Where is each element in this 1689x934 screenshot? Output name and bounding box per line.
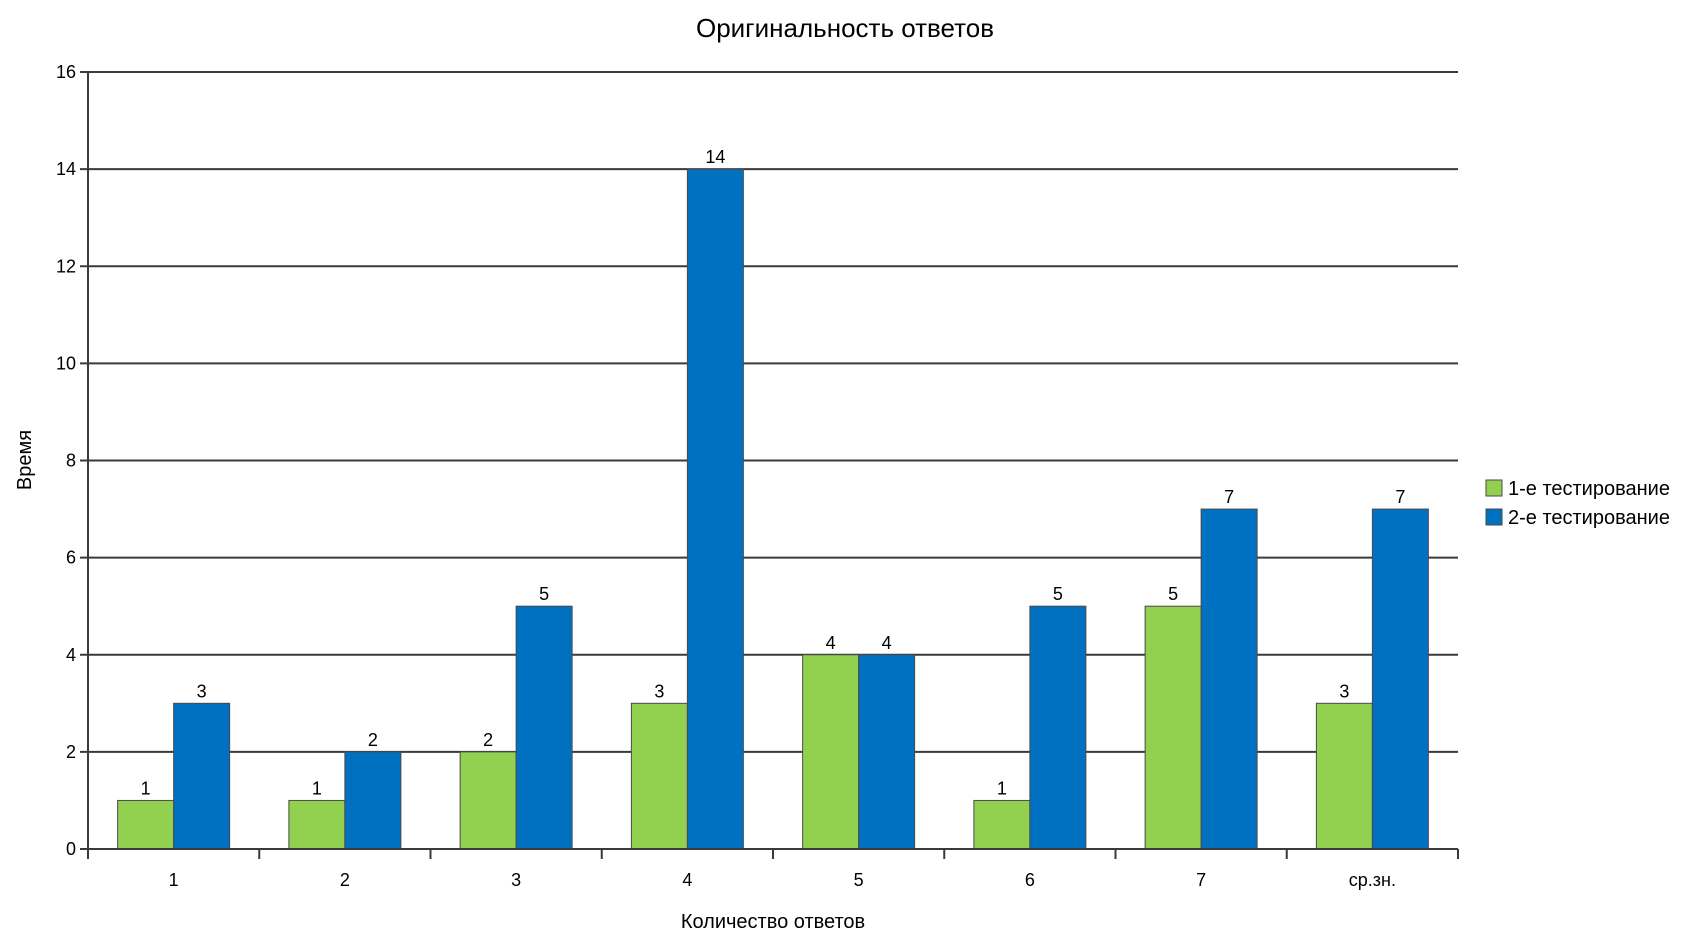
x-tick-label: 3 xyxy=(511,870,521,890)
axes xyxy=(80,71,1459,859)
data-label: 3 xyxy=(197,681,207,701)
data-label: 5 xyxy=(1053,584,1063,604)
legend-label: 1-е тестирование xyxy=(1508,478,1670,500)
data-label: 7 xyxy=(1395,487,1405,507)
data-label: 3 xyxy=(1339,681,1349,701)
bar-series-2 xyxy=(344,751,402,850)
bars xyxy=(117,168,1429,850)
data-label: 2 xyxy=(483,730,493,750)
bar-series-1 xyxy=(802,654,860,850)
bar-series-2 xyxy=(173,702,231,850)
grid xyxy=(88,71,1458,753)
data-label: 3 xyxy=(654,681,664,701)
bar-series-1 xyxy=(459,751,517,850)
bar-series-2 xyxy=(515,605,573,850)
data-label: 7 xyxy=(1224,487,1234,507)
y-tick-label: 4 xyxy=(66,645,76,665)
data-label: 2 xyxy=(368,730,378,750)
y-axis-label: Время xyxy=(14,430,36,490)
x-tick-label: 4 xyxy=(682,870,692,890)
x-axis-label: Количество ответов xyxy=(681,911,865,933)
y-tick-label: 16 xyxy=(56,62,76,82)
y-tick-label: 12 xyxy=(56,256,76,276)
data-label: 5 xyxy=(1168,584,1178,604)
data-label: 14 xyxy=(705,147,725,167)
bar-series-1 xyxy=(117,799,175,850)
bar-series-2 xyxy=(858,654,916,850)
data-labels: 1 3 1 2 2 5 3 14 4 4 1 5 5 7 3 7 xyxy=(141,147,1406,798)
bar-series-1 xyxy=(1144,605,1202,850)
data-label: 1 xyxy=(312,778,322,798)
data-label: 5 xyxy=(539,584,549,604)
y-tick-label: 0 xyxy=(66,839,76,859)
chart-title: Оригинальность ответов xyxy=(696,13,994,43)
bar-series-1 xyxy=(1315,702,1373,850)
x-tick-label: 5 xyxy=(854,870,864,890)
x-tick-label: 6 xyxy=(1025,870,1035,890)
x-tick-label: ср.зн. xyxy=(1349,870,1396,890)
legend: 1-е тестирование 2-е тестирование xyxy=(1485,478,1670,529)
bar-series-1 xyxy=(973,799,1031,850)
x-tick-label: 7 xyxy=(1196,870,1206,890)
bar-series-1 xyxy=(288,799,346,850)
data-label: 4 xyxy=(826,633,836,653)
legend-swatch xyxy=(1485,508,1503,526)
bar-series-2 xyxy=(1371,508,1429,850)
y-tick-label: 10 xyxy=(56,353,76,373)
y-tick-label: 6 xyxy=(66,548,76,568)
bar-series-2 xyxy=(1029,605,1087,850)
x-tick-label: 1 xyxy=(169,870,179,890)
legend-swatch xyxy=(1485,479,1503,497)
data-label: 4 xyxy=(882,633,892,653)
bar-series-2 xyxy=(686,168,744,850)
data-label: 1 xyxy=(141,778,151,798)
data-label: 1 xyxy=(997,778,1007,798)
legend-label: 2-е тестирование xyxy=(1508,507,1670,529)
bar-series-1 xyxy=(630,702,688,850)
y-tick-label: 14 xyxy=(56,159,76,179)
x-tick-label: 2 xyxy=(340,870,350,890)
y-tick-label: 8 xyxy=(66,451,76,471)
y-tick-label: 2 xyxy=(66,742,76,762)
bar-series-2 xyxy=(1200,508,1258,850)
